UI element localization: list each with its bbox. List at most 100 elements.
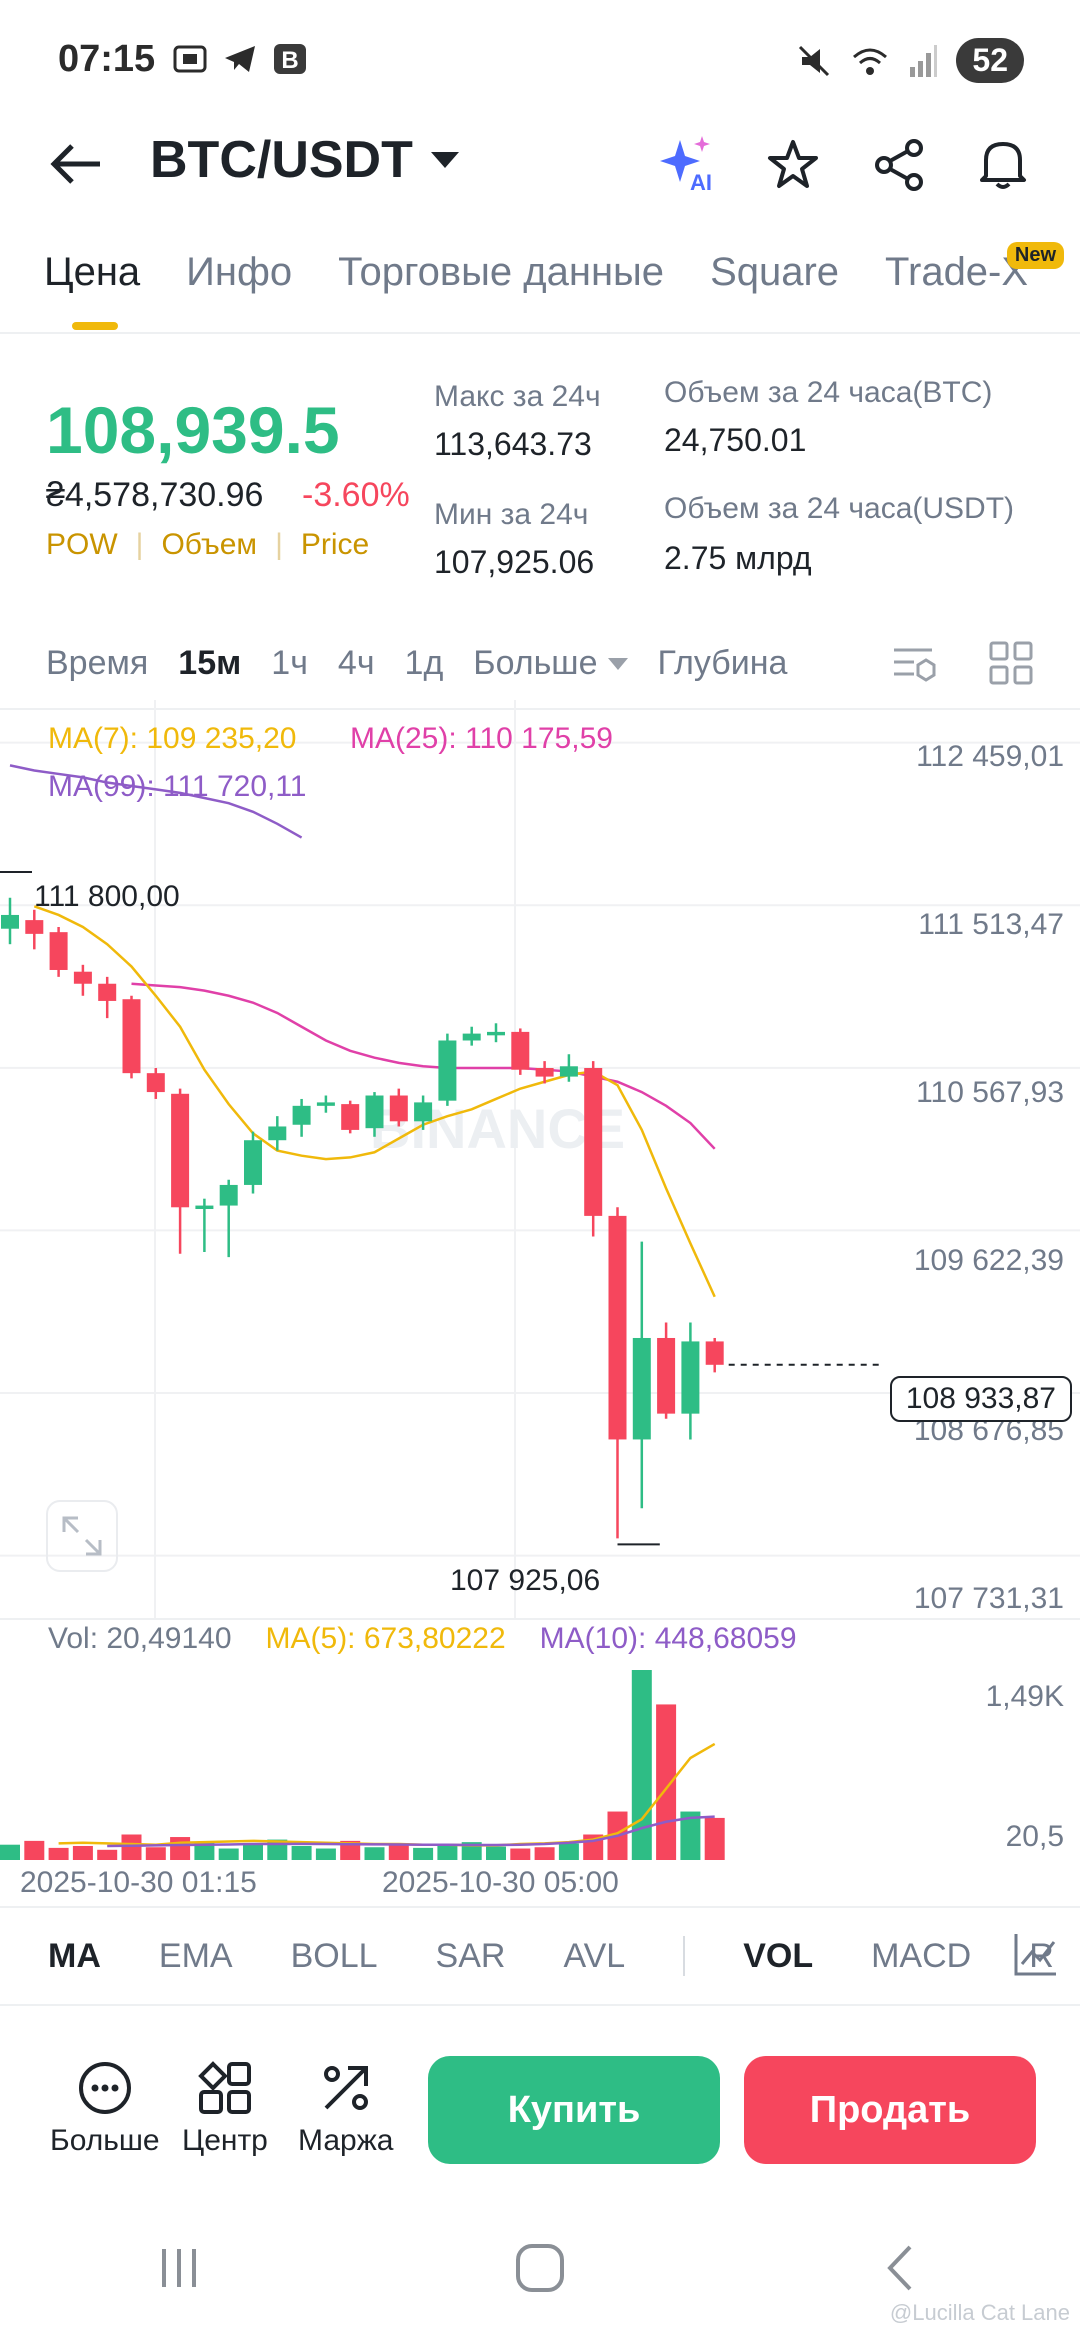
volume-bar bbox=[656, 1704, 677, 1860]
image-watermark: @Lucilla Cat Lane bbox=[889, 2300, 1070, 2325]
volume-bar bbox=[340, 1840, 361, 1860]
volume-bar bbox=[121, 1834, 142, 1860]
volume-bar bbox=[486, 1846, 506, 1860]
margin-action[interactable]: Маржа bbox=[298, 2060, 393, 2158]
status-right: 52 bbox=[796, 38, 1024, 83]
volume-bar bbox=[315, 1848, 336, 1860]
battery-level: 52 bbox=[956, 38, 1024, 83]
home-icon[interactable] bbox=[512, 2240, 568, 2296]
timeframe-1d[interactable]: 1д bbox=[404, 644, 444, 682]
chevron-down-icon bbox=[430, 152, 459, 168]
candle-body bbox=[462, 1033, 481, 1041]
app-b-icon: B bbox=[274, 44, 306, 74]
sell-button[interactable]: Продать bbox=[744, 2056, 1036, 2164]
candle-body bbox=[511, 1031, 530, 1070]
ma25-line bbox=[131, 982, 716, 1150]
candlestick-chart[interactable]: BINANCE bbox=[0, 700, 1080, 1620]
volume-bar bbox=[243, 1844, 263, 1860]
expand-icon bbox=[62, 1516, 102, 1556]
screenshot-icon bbox=[173, 45, 207, 73]
candle-body bbox=[122, 999, 141, 1074]
volume-bar bbox=[194, 1842, 215, 1860]
more-action[interactable]: Больше bbox=[50, 2060, 160, 2158]
tag-volume[interactable]: Объем bbox=[161, 528, 258, 561]
volume-ma10: MA(10): 448,68059 bbox=[539, 1622, 797, 1655]
depth-tab[interactable]: Глубина bbox=[657, 644, 788, 682]
share-icon[interactable] bbox=[872, 138, 926, 192]
buy-button[interactable]: Купить bbox=[428, 2056, 720, 2164]
volume-bar bbox=[364, 1847, 385, 1860]
local-currency-price: ₴4,578,730.96 bbox=[46, 476, 264, 514]
volume-ma10-line bbox=[107, 1815, 715, 1848]
timeframe-label: Время bbox=[46, 644, 149, 682]
candle-body bbox=[316, 1102, 335, 1106]
chart-top-divider bbox=[0, 708, 1080, 710]
candle-body bbox=[632, 1337, 651, 1440]
tab-trade-x[interactable]: Trade-X bbox=[885, 250, 1029, 294]
low-24h-label: Мин за 24ч bbox=[434, 498, 589, 531]
date-axis-label: 2025-10-30 05:00 bbox=[382, 1866, 619, 1899]
indicator-boll[interactable]: BOLL bbox=[290, 1936, 378, 1975]
tab-trading-data[interactable]: Торговые данные bbox=[338, 250, 665, 294]
indicator-avl[interactable]: AVL bbox=[563, 1936, 626, 1975]
active-tab-indicator bbox=[72, 322, 118, 330]
low-marker-label: 107 925,06 bbox=[450, 1564, 601, 1597]
tab-divider bbox=[0, 332, 1080, 334]
indicator-vol[interactable]: VOL bbox=[743, 1936, 814, 1975]
tag-pow[interactable]: POW bbox=[46, 528, 118, 561]
layout-grid-icon[interactable] bbox=[988, 640, 1034, 686]
indicator-ema[interactable]: EMA bbox=[158, 1936, 233, 1975]
candle-body bbox=[244, 1140, 262, 1185]
indicator-ma[interactable]: MA bbox=[48, 1936, 101, 1975]
actions-divider bbox=[0, 2004, 1080, 2006]
volume-bar bbox=[704, 1817, 725, 1860]
volume-bar bbox=[97, 1849, 118, 1860]
volume-divider bbox=[0, 1618, 1080, 1620]
ma7-legend: MA(7): 109 235,20 bbox=[48, 722, 297, 755]
more-label: Больше bbox=[473, 644, 598, 682]
price-axis-label: 109 622,39 bbox=[913, 1244, 1064, 1277]
candle-body bbox=[73, 971, 92, 984]
indicator-sar[interactable]: SAR bbox=[435, 1936, 506, 1975]
timeframe-1h[interactable]: 1ч bbox=[271, 644, 308, 682]
low-24h-value: 107,925.06 bbox=[434, 544, 595, 580]
more-action-label: Больше bbox=[50, 2124, 160, 2157]
recent-apps-icon[interactable] bbox=[154, 2243, 204, 2293]
volume-bar bbox=[680, 1811, 701, 1860]
chart-settings-icon[interactable] bbox=[892, 642, 938, 686]
tab-square[interactable]: Square bbox=[710, 250, 840, 294]
tab-info[interactable]: Инфо bbox=[186, 250, 293, 294]
bell-icon[interactable] bbox=[976, 136, 1030, 192]
candle-body bbox=[25, 920, 44, 934]
timeframe-more-dropdown[interactable]: Больше bbox=[473, 644, 628, 683]
candle-body bbox=[657, 1337, 676, 1414]
indicator-divider bbox=[0, 1906, 1080, 1908]
timeframe-4h[interactable]: 4ч bbox=[337, 644, 375, 682]
high-marker-label: 111 800,00 bbox=[34, 880, 180, 913]
tag-price[interactable]: Price bbox=[300, 528, 370, 561]
ai-button[interactable]: AI bbox=[658, 134, 718, 199]
candle-body bbox=[487, 1031, 505, 1036]
candle-body bbox=[365, 1095, 384, 1129]
status-time: 07:15 bbox=[58, 38, 156, 80]
more-icon bbox=[78, 2062, 131, 2114]
candle-body bbox=[414, 1102, 433, 1122]
indicator-r[interactable]: R bbox=[1029, 1936, 1054, 1975]
back-icon[interactable] bbox=[48, 142, 104, 186]
ai-label: AI bbox=[690, 170, 712, 195]
tab-price[interactable]: Цена bbox=[44, 250, 141, 294]
system-nav-bar bbox=[0, 2240, 1080, 2296]
svg-text:B: B bbox=[281, 47, 298, 74]
back-nav-icon[interactable] bbox=[876, 2243, 926, 2293]
indicator-macd[interactable]: MACD bbox=[871, 1936, 972, 1975]
pair-selector[interactable]: BTC/USDT bbox=[150, 130, 459, 190]
fullscreen-button[interactable] bbox=[46, 1500, 118, 1572]
date-axis-label: 2025-10-30 01:15 bbox=[20, 1866, 257, 1899]
timeframe-15m[interactable]: 15м bbox=[178, 644, 242, 682]
star-icon[interactable] bbox=[766, 138, 820, 192]
center-action[interactable]: Центр bbox=[182, 2060, 268, 2158]
pair-name: BTC/USDT bbox=[150, 131, 413, 189]
indicator-chart-icon[interactable] bbox=[1012, 1930, 1060, 1978]
last-price-tag: 108 933,87 bbox=[889, 1376, 1072, 1422]
volume-value: Vol: 20,49140 bbox=[48, 1622, 232, 1655]
